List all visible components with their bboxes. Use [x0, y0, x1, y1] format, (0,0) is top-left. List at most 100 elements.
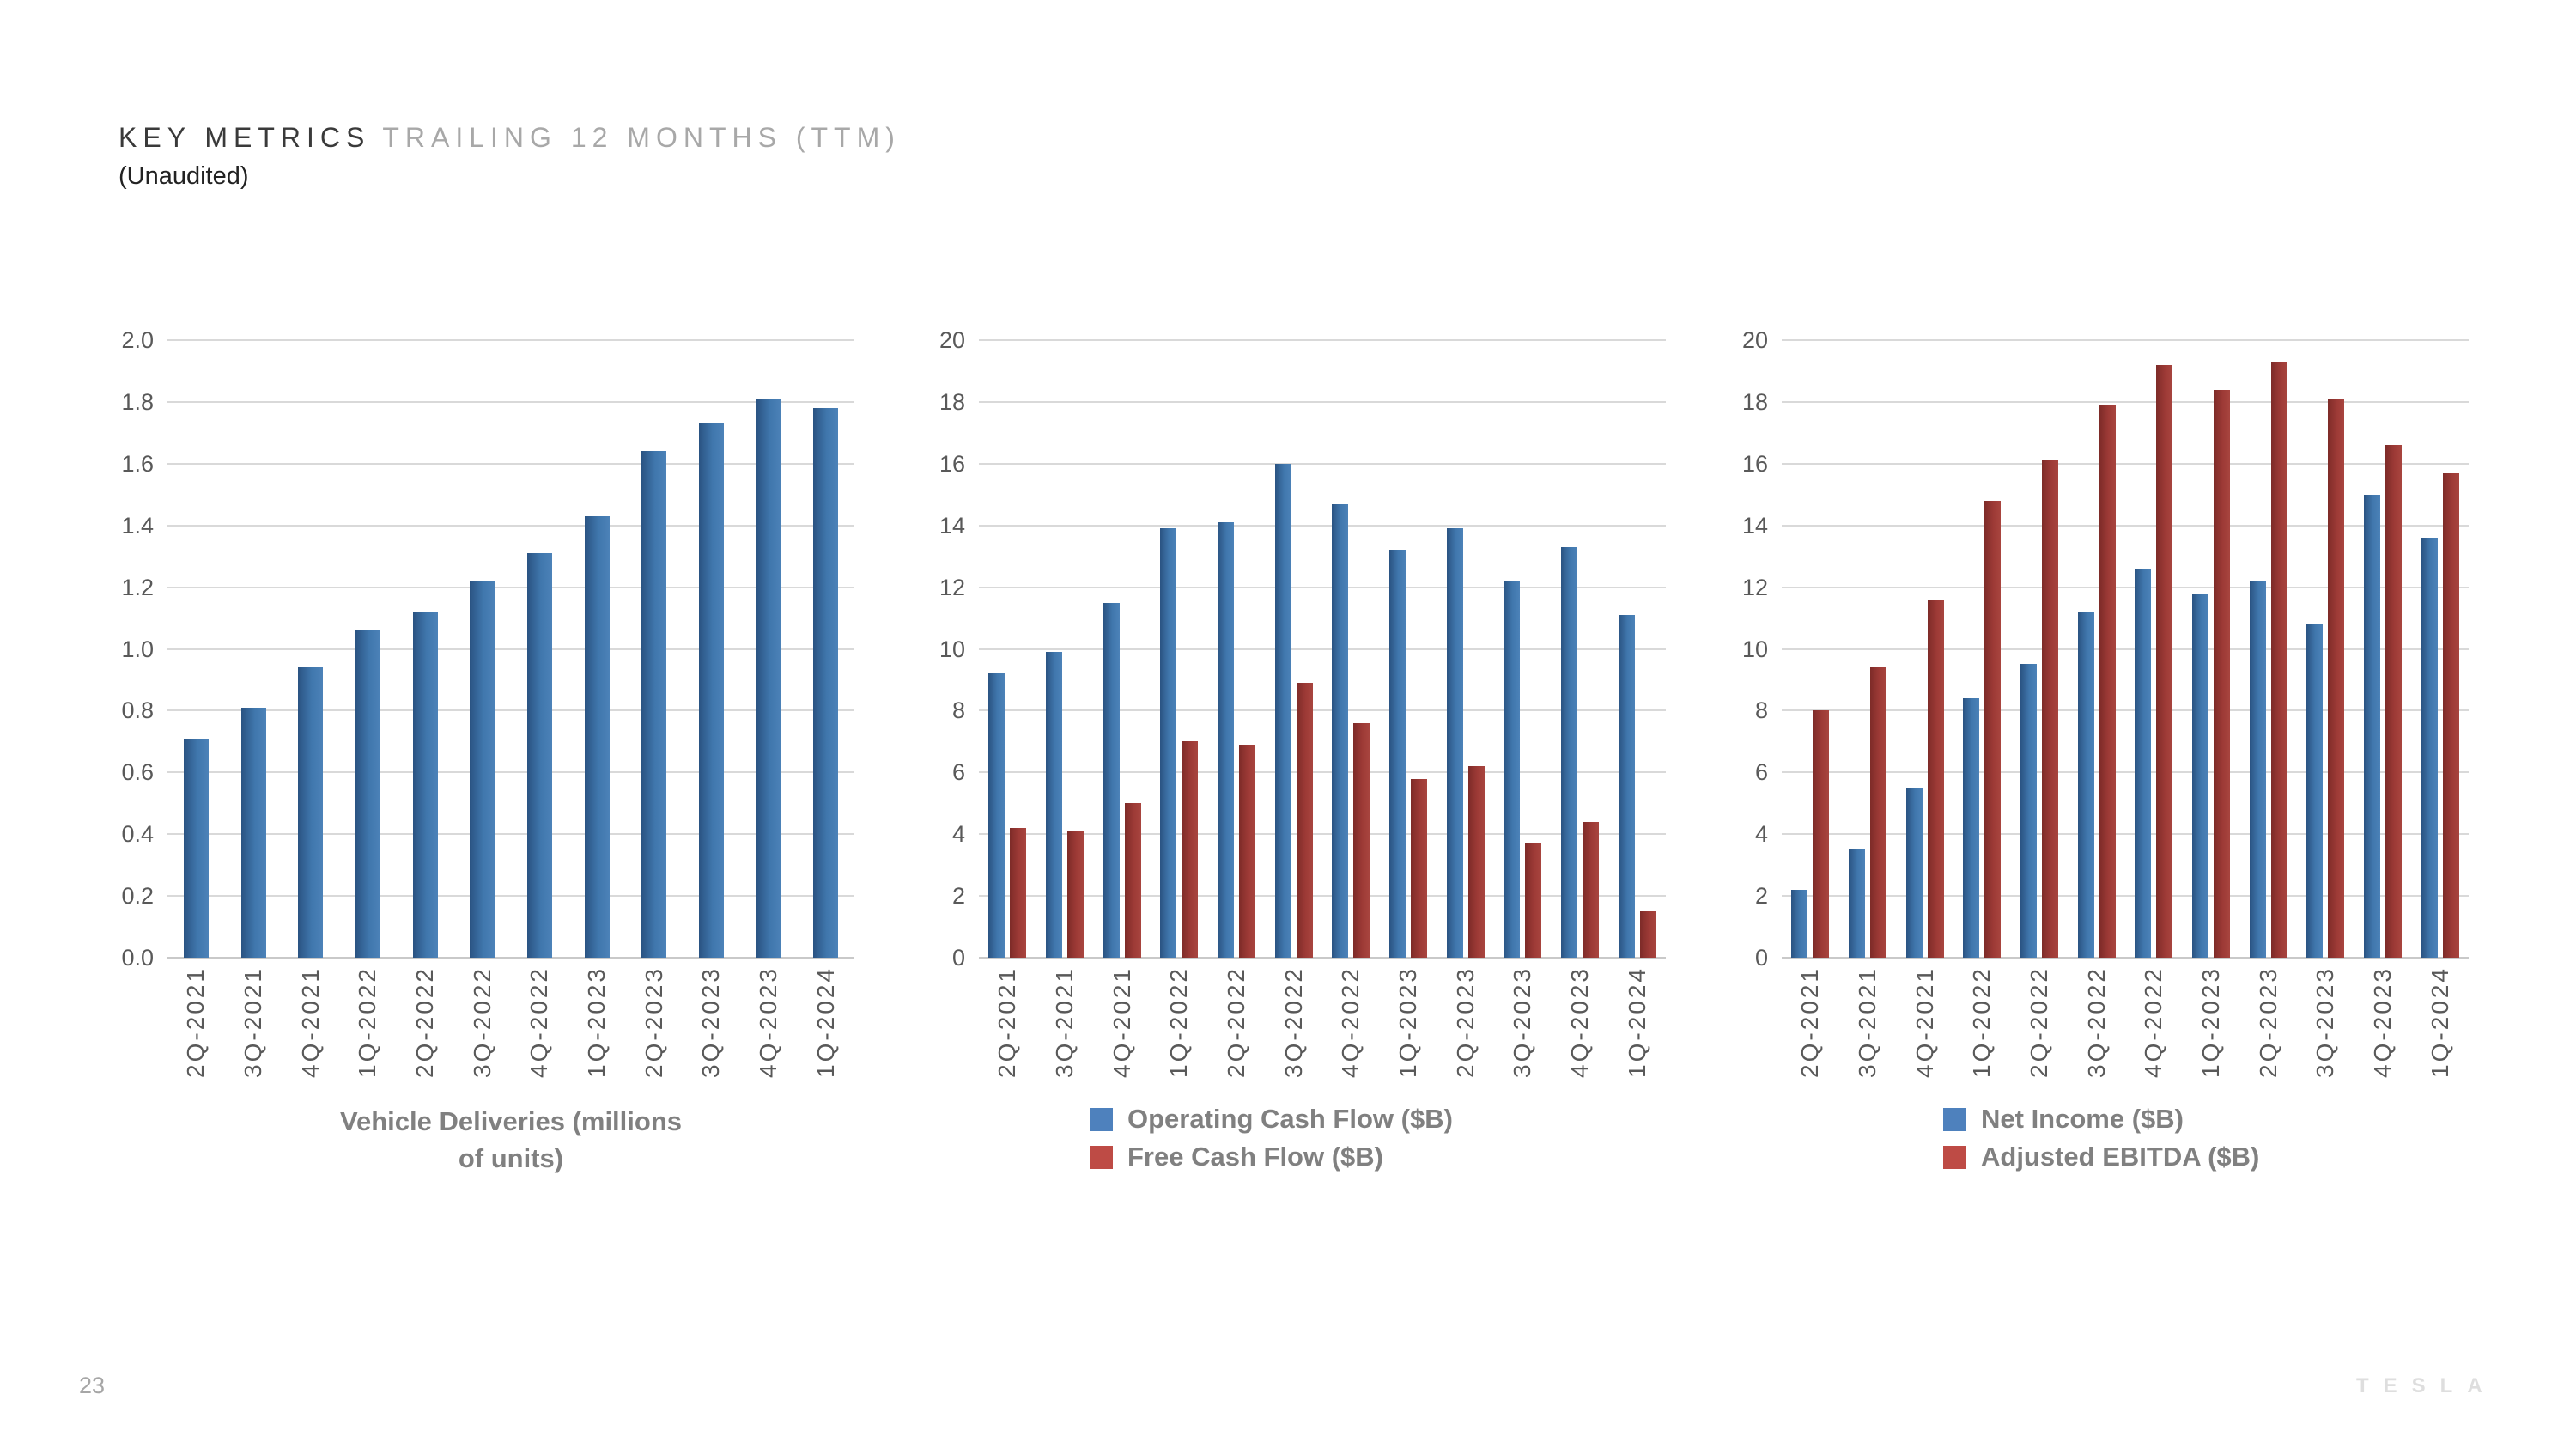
- bar-group-2q-2023: [1437, 340, 1494, 958]
- net-income-b-bar: [2135, 569, 2152, 958]
- chart-title: Vehicle Deliveries (millions of units): [340, 1103, 682, 1177]
- y-axis-tick: 20: [1741, 327, 1768, 353]
- bar-group-4q-2021: [1093, 340, 1151, 958]
- vehicle-deliveries-millions-of-units-bar: [183, 738, 209, 958]
- operating-cash-flow-b-bar: [1446, 528, 1463, 958]
- y-axis-tick: 0.0: [121, 945, 154, 971]
- x-axis-label-cell: 4Q-2021: [282, 966, 339, 1125]
- net-income-b-bar: [2364, 494, 2381, 958]
- x-axis-label: 2Q-2023: [1451, 966, 1479, 1078]
- gridline: [979, 709, 1666, 712]
- gridline: [1782, 833, 2469, 836]
- vehicle-deliveries-millions-of-units-bar: [813, 408, 839, 958]
- bar-group-4q-2023: [2354, 340, 2412, 958]
- free-cash-flow-b-bar: [1411, 778, 1428, 958]
- bar-group-2q-2022: [397, 340, 454, 958]
- legend-row-net-income-b: Net Income ($B): [1943, 1100, 2259, 1138]
- bar-group-1q-2022: [1151, 340, 1208, 958]
- y-axis-tick: 10: [1741, 636, 1768, 662]
- free-cash-flow-b-bar: [1583, 821, 1600, 958]
- x-axis-label-cell: 2Q-2021: [979, 966, 1036, 1125]
- operating-cash-flow-b-bar: [988, 673, 1005, 958]
- operating-cash-flow-b-bar: [1332, 503, 1349, 958]
- free-cash-flow-b-bar: [1639, 911, 1656, 958]
- x-axis-label-cell: 3Q-2021: [1839, 966, 1897, 1125]
- chart-vehicle-deliveries: 2.0 1.8 1.6 1.4 1.2 1.0 0.8 0.6 0.4 0.2 0.0 2Q-2021…: [121, 327, 854, 1173]
- net-income-b-bar: [1791, 889, 1808, 958]
- x-axis-label: 3Q-2023: [1509, 966, 1536, 1078]
- x-axis-label: 2Q-2021: [1796, 966, 1824, 1078]
- x-axis-label-cell: 1Q-2023: [568, 966, 626, 1125]
- adjusted-ebitda-b-bar: [2042, 460, 2059, 958]
- x-axis-label: 4Q-2021: [296, 966, 324, 1078]
- chart-cash-flow: 20 18 16 14 12 10 8 6 4 2 0 2Q-2021 3Q-2021 4Q-2021 1Q…: [939, 327, 1666, 1172]
- legend: Net Income ($B) Adjusted EBITDA ($B): [1943, 1100, 2259, 1176]
- bar-group-1q-2023: [1380, 340, 1437, 958]
- y-axis-tick: 2: [951, 883, 965, 910]
- bar-group-3q-2021: [225, 340, 283, 958]
- gridline: [979, 462, 1666, 465]
- y-axis-tick: 0.2: [121, 883, 154, 910]
- bar-group-2q-2021: [1782, 340, 1839, 958]
- x-axis-label: 2Q-2023: [640, 966, 667, 1078]
- gridline: [167, 709, 854, 712]
- net-income-b-bar: [1905, 788, 1923, 958]
- y-axis-tick: 16: [1741, 450, 1768, 477]
- legend-row-adjusted-ebitda-b: Adjusted EBITDA ($B): [1943, 1138, 2259, 1176]
- x-axis-label: 2Q-2022: [1223, 966, 1250, 1078]
- gridline: [1782, 957, 2469, 959]
- gridline: [1782, 586, 2469, 588]
- x-axis-label-cell: 3Q-2023: [1494, 966, 1552, 1125]
- vehicle-deliveries-millions-of-units-bar: [756, 399, 781, 958]
- y-axis-tick: 8: [1754, 697, 1768, 724]
- legend-label: Adjusted EBITDA ($B): [1981, 1142, 2260, 1172]
- y-axis-tick: 18: [939, 388, 965, 415]
- free-cash-flow-b-bar: [1239, 744, 1256, 958]
- net-income-b-bar: [2306, 624, 2324, 958]
- x-axis-label: 4Q-2021: [1911, 966, 1938, 1078]
- x-axis-label: 2Q-2022: [411, 966, 439, 1078]
- header: KEY METRICS TRAILING 12 MONTHS (TTM) (Una…: [118, 122, 901, 191]
- bar-group-3q-2023: [2297, 340, 2354, 958]
- gridline: [167, 462, 854, 465]
- vehicle-deliveries-millions-of-units-bar: [240, 707, 266, 958]
- y-axis-tick: 18: [1741, 388, 1768, 415]
- x-axis-label-cell: 3Q-2022: [453, 966, 511, 1125]
- bar-group-4q-2023: [1552, 340, 1609, 958]
- x-axis-label: 3Q-2023: [2312, 966, 2339, 1078]
- legend-swatch-red-icon: [1090, 1145, 1113, 1169]
- y-axis-tick: 0.4: [121, 821, 154, 848]
- y-axis-tick: 4: [951, 821, 965, 848]
- bar-group-4q-2022: [511, 340, 568, 958]
- y-axis-tick: 14: [939, 512, 965, 539]
- free-cash-flow-b-bar: [1525, 843, 1542, 958]
- gridline: [167, 586, 854, 588]
- bar-group-3q-2022: [2068, 340, 2125, 958]
- gridline: [979, 648, 1666, 650]
- x-axis-label-cell: 1Q-2024: [1608, 966, 1666, 1125]
- adjusted-ebitda-b-bar: [2214, 389, 2231, 958]
- y-axis-tick: 20: [939, 327, 965, 353]
- net-income-b-bar: [2249, 581, 2266, 958]
- vehicle-deliveries-millions-of-units-bar: [641, 451, 667, 958]
- y-axis-tick: 0: [951, 945, 965, 971]
- x-axis-label: 3Q-2023: [697, 966, 725, 1078]
- chart-title-line: of units): [458, 1143, 564, 1173]
- vehicle-deliveries-millions-of-units-bar: [470, 581, 495, 958]
- free-cash-flow-b-bar: [1010, 828, 1027, 958]
- gridline: [167, 648, 854, 650]
- x-axis-label: 3Q-2022: [1279, 966, 1307, 1078]
- x-axis-label: 4Q-2021: [1108, 966, 1135, 1078]
- net-income-b-bar: [2192, 593, 2209, 958]
- chart-net-income-ebitda: 20 18 16 14 12 10 8 6 4 2 0 2Q-2021 3Q-2021 4Q-2021 1Q…: [1742, 327, 2469, 1172]
- gridline: [167, 833, 854, 836]
- x-axis-label-cell: 4Q-2023: [1552, 966, 1609, 1125]
- bar-group-4q-2022: [1322, 340, 1380, 958]
- bar-group-3q-2022: [453, 340, 511, 958]
- net-income-b-bar: [2077, 612, 2094, 958]
- page-subtitle: (Unaudited): [118, 162, 249, 190]
- bar-group-3q-2023: [1494, 340, 1552, 958]
- y-axis-tick: 0.6: [121, 759, 154, 786]
- vehicle-deliveries-millions-of-units-bar: [584, 515, 610, 958]
